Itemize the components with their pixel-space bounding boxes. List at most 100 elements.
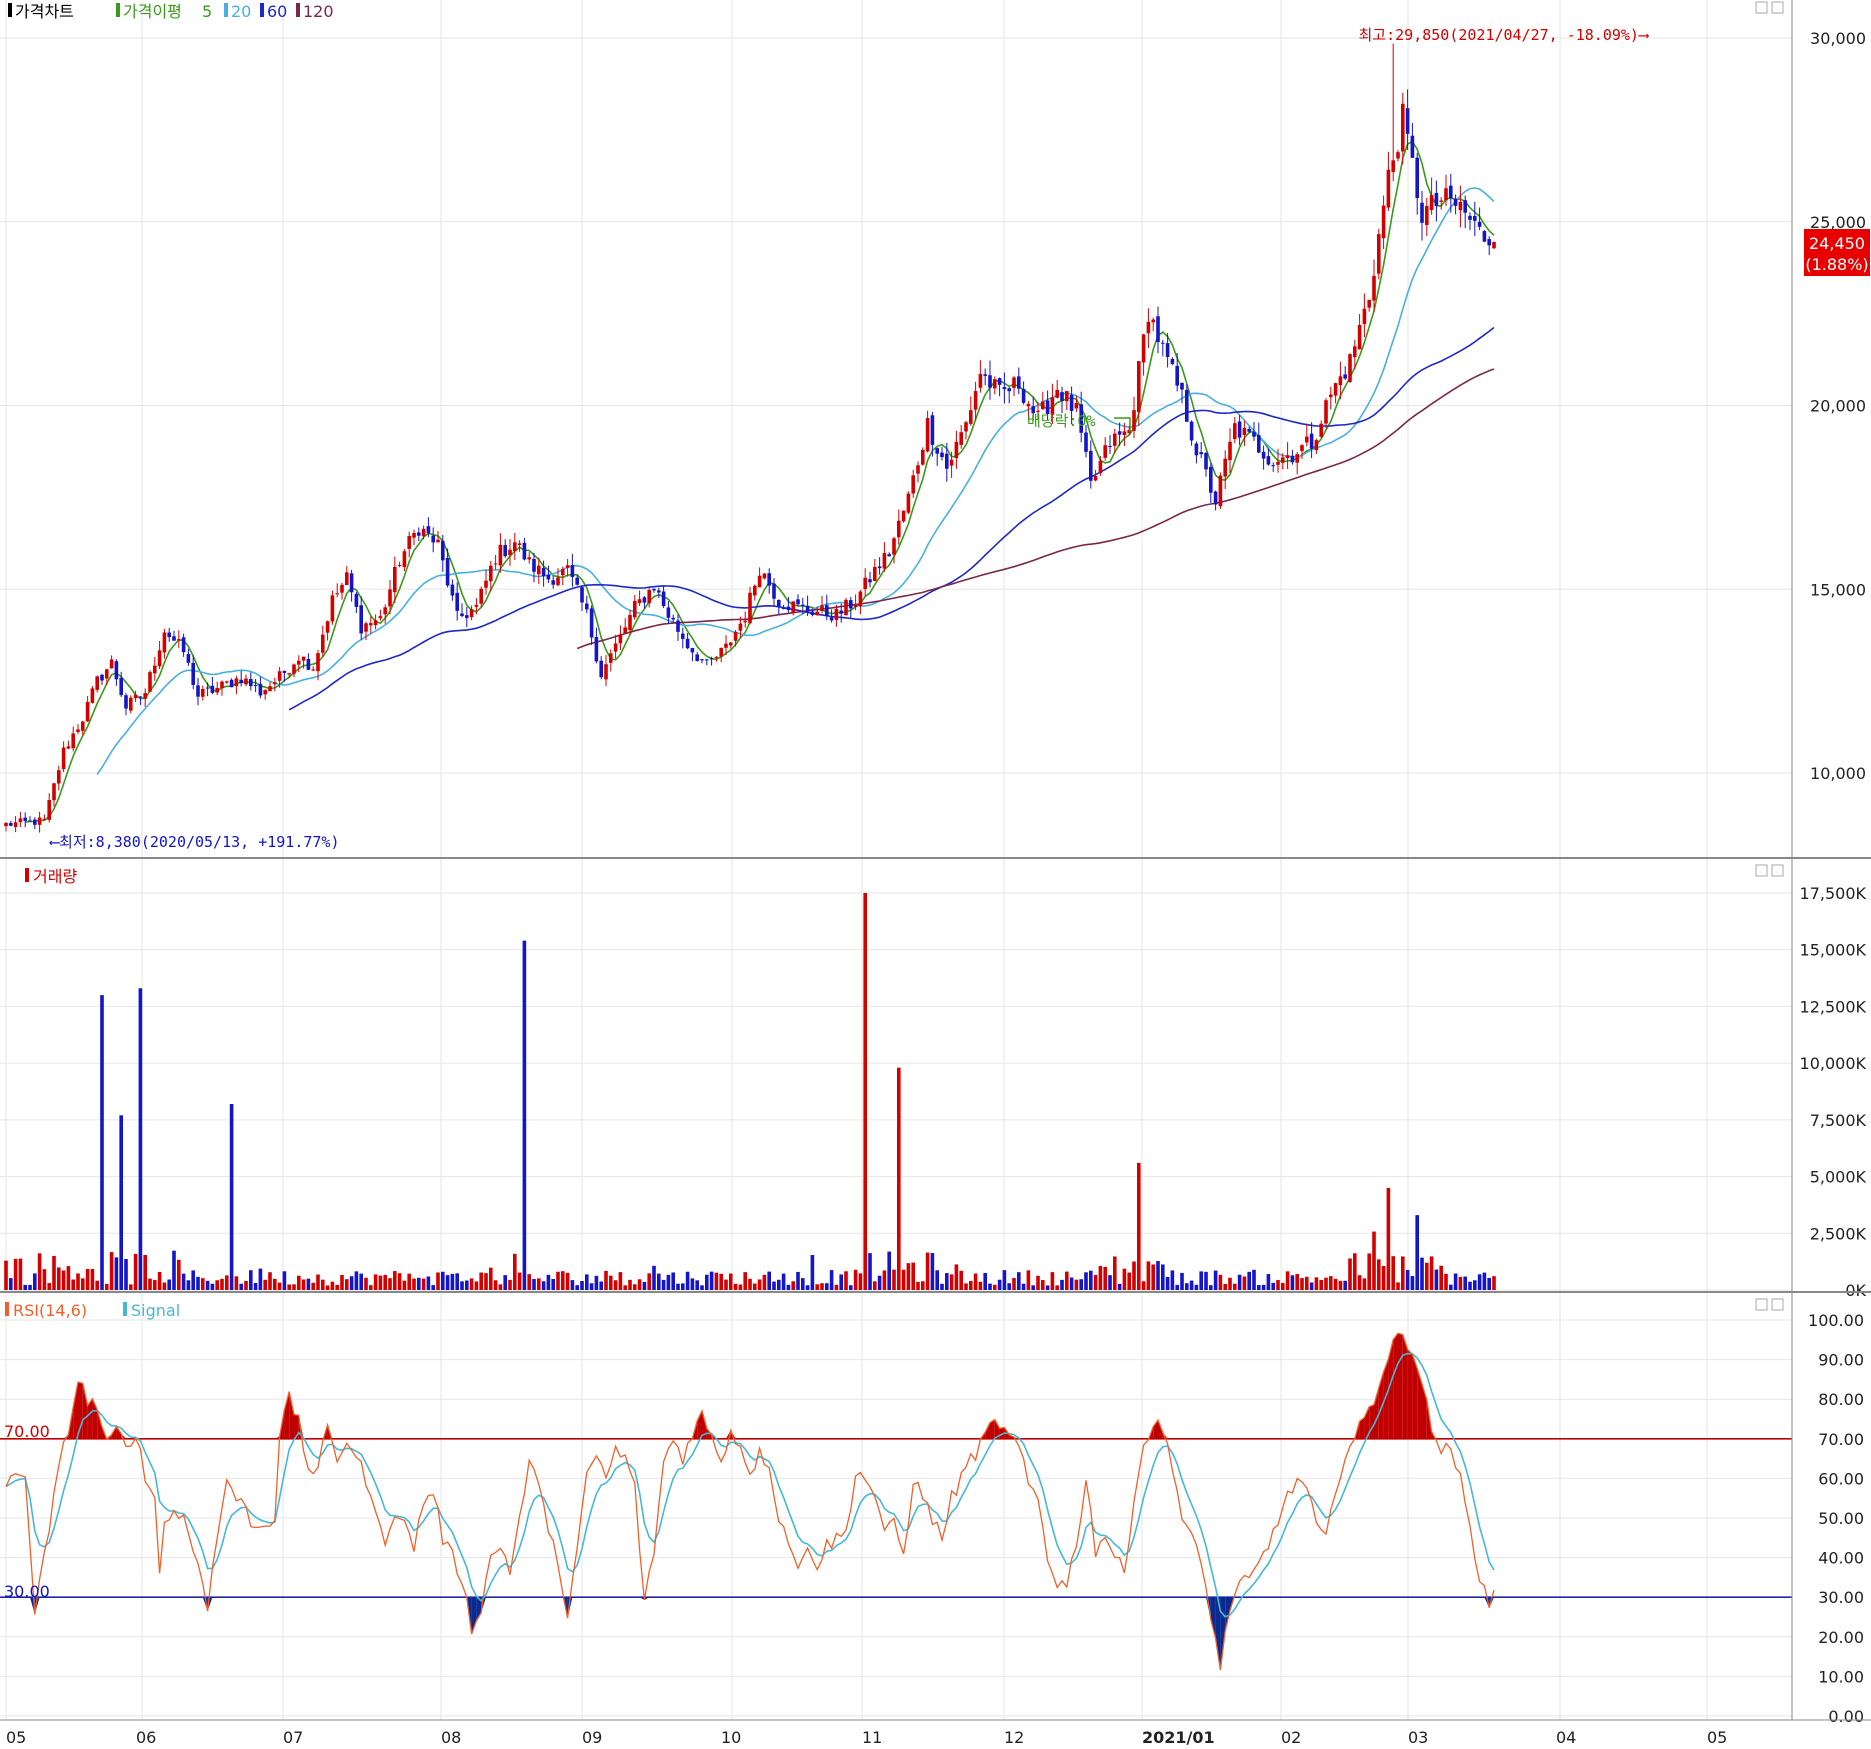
rsi-grid	[0, 1319, 1792, 1717]
volume-bar	[1089, 1270, 1093, 1290]
volume-bar	[767, 1271, 771, 1290]
candle-body	[397, 565, 402, 567]
price-panel-controls[interactable]	[1755, 1, 1784, 14]
volume-bar	[297, 1275, 301, 1290]
volume-bar	[1007, 1283, 1011, 1290]
candle-body	[33, 819, 37, 825]
volume-bar	[565, 1272, 570, 1290]
volume-bar	[393, 1271, 397, 1290]
volume-bar	[345, 1279, 349, 1290]
minimize-icon[interactable]	[1755, 1298, 1768, 1311]
volume-bar	[1314, 1277, 1319, 1290]
volume-bar	[666, 1274, 671, 1290]
volume-bar	[618, 1272, 623, 1290]
candle-body	[484, 580, 488, 588]
close-icon[interactable]	[1771, 1, 1784, 14]
volume-bar	[1113, 1256, 1117, 1290]
candle-body	[863, 577, 867, 590]
candle-body	[1492, 241, 1496, 249]
candle-body	[52, 783, 56, 801]
volume-bar	[1285, 1271, 1290, 1290]
volume-bar	[609, 1275, 613, 1290]
candle-body	[1223, 458, 1227, 477]
rsi-tick-label: 0.00	[1828, 1707, 1864, 1726]
volume-bar	[1391, 1256, 1395, 1290]
candle-body	[114, 661, 119, 680]
close-icon[interactable]	[1771, 864, 1784, 877]
rsi-tick-label: 60.00	[1818, 1469, 1864, 1488]
volume-panel-controls[interactable]	[1755, 864, 1784, 877]
candle-body	[57, 770, 61, 784]
minimize-icon[interactable]	[1755, 864, 1768, 877]
volume-bar	[52, 1255, 56, 1290]
volume-bar	[853, 1269, 858, 1290]
volume-panel: 0K 2,500K 5,000K 7,500K 10,000K 12,500K 15,000…	[0, 864, 1867, 1300]
volume-bar	[1261, 1284, 1266, 1290]
candle-body	[609, 653, 613, 663]
volume-bar	[1329, 1276, 1333, 1290]
rsi-panel-controls[interactable]	[1755, 1298, 1784, 1311]
volume-bar	[676, 1283, 680, 1290]
low-annotation: ⟵최저:8,380(2020/05/13, +191.77%)	[49, 833, 340, 851]
volume-bar	[1343, 1280, 1347, 1290]
candle-body	[249, 678, 253, 687]
candle-body	[28, 820, 32, 822]
volume-bar	[1127, 1272, 1131, 1290]
volume-bar	[969, 1281, 973, 1290]
minimize-icon[interactable]	[1755, 1, 1768, 14]
candle-body	[393, 566, 397, 593]
volume-bar	[1185, 1283, 1189, 1290]
volume-bar	[921, 1281, 925, 1290]
volume-bar	[244, 1280, 248, 1290]
volume-bar	[1223, 1283, 1227, 1290]
volume-bar	[1405, 1270, 1410, 1290]
volume-bar	[940, 1283, 944, 1290]
volume-bar	[1295, 1273, 1299, 1290]
volume-bar	[234, 1276, 239, 1290]
candle-body	[1055, 389, 1059, 398]
candle-body	[1041, 401, 1045, 410]
candle-body	[738, 623, 743, 631]
volume-bar	[959, 1270, 963, 1290]
volume-bar	[1050, 1272, 1055, 1290]
volume-bar	[1333, 1278, 1338, 1290]
candle-body	[815, 611, 819, 616]
candle-body	[1012, 377, 1016, 388]
volume-bar	[604, 1270, 608, 1290]
candle-body	[503, 545, 507, 557]
candle-body	[1295, 454, 1299, 463]
volume-bar	[897, 1067, 901, 1290]
high-annotation: 최고:29,850(2021/04/27, -18.09%)⟶	[1359, 26, 1649, 44]
volume-bar	[1353, 1253, 1357, 1290]
x-tick-label: 07	[283, 1728, 303, 1747]
rsi-tick-label: 70.00	[1818, 1430, 1864, 1449]
volume-bar	[292, 1284, 296, 1290]
rsi-overbought-fill	[274, 1436, 280, 1439]
volume-bar	[1213, 1270, 1218, 1290]
volume-tick-label: 5,000K	[1810, 1168, 1867, 1187]
volume-bar	[4, 1260, 8, 1290]
volume-bar	[647, 1273, 651, 1290]
volume-bar	[541, 1281, 546, 1290]
volume-bar	[1415, 1215, 1419, 1290]
candle-body	[335, 593, 339, 595]
x-tick-label: 03	[1408, 1728, 1428, 1747]
candle-body	[892, 538, 896, 555]
candle-body	[445, 558, 450, 586]
candle-body	[426, 526, 431, 534]
volume-bar	[556, 1271, 560, 1290]
candle-body	[594, 637, 599, 662]
candle-body	[1045, 400, 1050, 415]
rsi-oversold-fill	[471, 1597, 477, 1635]
close-icon[interactable]	[1771, 1298, 1784, 1311]
candle-body	[37, 817, 42, 825]
candle-body	[1473, 216, 1477, 221]
candle-body	[465, 615, 469, 619]
candle-body	[277, 671, 282, 681]
candle-body	[954, 441, 959, 459]
candle-body	[508, 549, 512, 556]
volume-bar	[546, 1274, 551, 1290]
volume-bar	[1482, 1272, 1487, 1290]
